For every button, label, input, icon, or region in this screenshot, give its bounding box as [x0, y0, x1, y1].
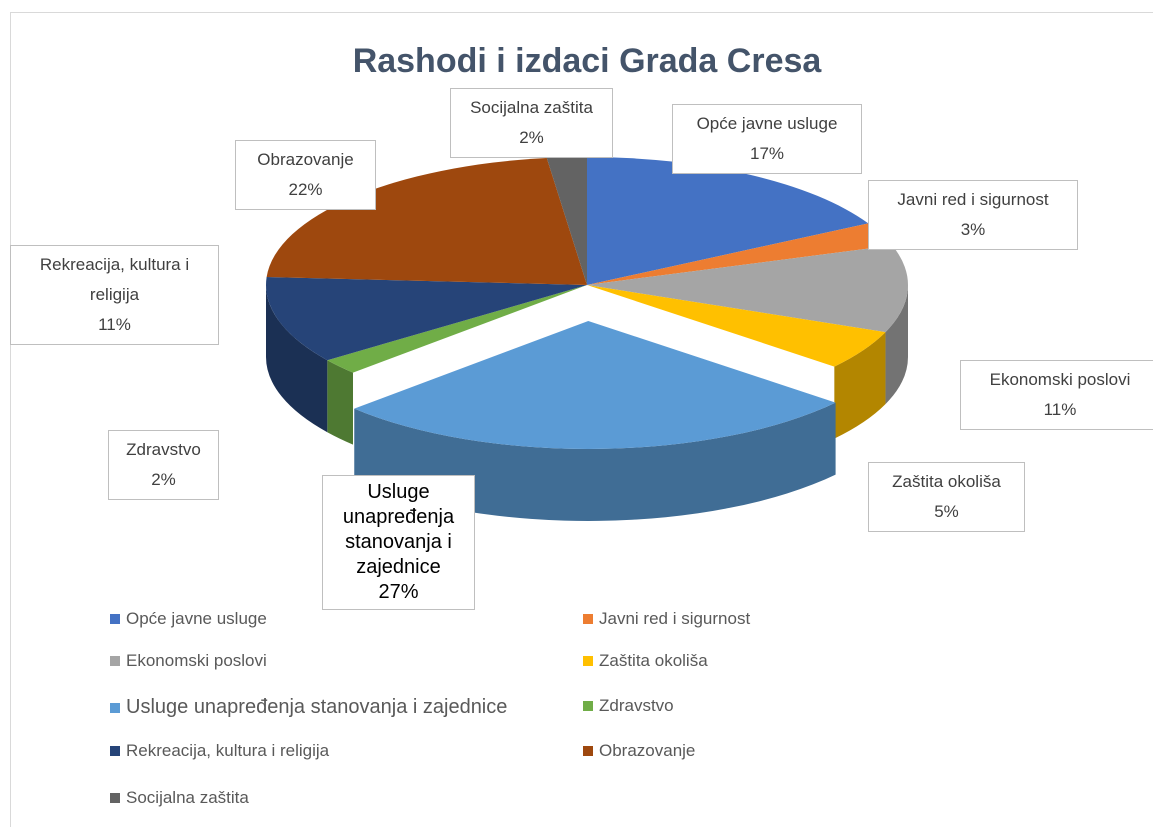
legend-swatch: [583, 614, 593, 624]
pie-slice: [266, 276, 587, 361]
data-label-value: 22%: [288, 180, 323, 199]
pie-slice-side: [834, 332, 886, 439]
legend-swatch: [110, 793, 120, 803]
data-label-name: Socijalna zaštita: [470, 98, 593, 117]
legend-label: Zaštita okoliša: [599, 651, 708, 670]
legend-label: Rekreacija, kultura i religija: [126, 741, 330, 760]
data-label-value: 11%: [1043, 400, 1077, 419]
data-label-box: Usluge unapređenja stanovanja i zajednic…: [322, 475, 475, 610]
data-label-value: 27%: [378, 581, 419, 603]
pie-slice: [587, 223, 893, 285]
data-label-box: Opće javne usluge 17%: [672, 104, 862, 174]
legend-item: Zdravstvo: [583, 696, 674, 716]
legend-label: Usluge unapređenja stanovanja i zajednic…: [126, 696, 508, 718]
data-label-box: Javni red i sigurnost 3%: [868, 180, 1078, 250]
pie-slice: [327, 285, 587, 373]
legend-label: Opće javne usluge: [126, 609, 267, 628]
data-label-name: Zaštita okoliša: [892, 472, 1001, 491]
legend-label: Zdravstvo: [599, 696, 674, 715]
data-label-name: Opće javne usluge: [696, 114, 838, 133]
legend-item: Javni red i sigurnost: [583, 609, 750, 629]
legend-label: Socijalna zaštita: [126, 788, 249, 807]
pie-slice: [587, 245, 908, 333]
legend-item: Socijalna zaštita: [110, 788, 249, 808]
legend-item: Ekonomski poslovi: [110, 651, 267, 671]
data-label-value: 2%: [151, 470, 176, 489]
legend-swatch: [583, 746, 593, 756]
chart-title: Rashodi i izdaci Grada Cresa: [353, 42, 823, 80]
legend-swatch: [110, 614, 120, 624]
pie-slice: [587, 285, 886, 367]
legend-item: Zaštita okoliša: [583, 651, 708, 671]
data-label-box: Rekreacija, kultura i religija 11%: [10, 245, 219, 345]
legend-item: Rekreacija, kultura i religija: [110, 741, 329, 761]
legend-swatch: [110, 746, 120, 756]
pie-slice-side: [885, 285, 908, 405]
data-label-value: 3%: [960, 220, 986, 239]
data-label-value: 11%: [98, 315, 131, 334]
legend-label: Ekonomski poslovi: [126, 651, 267, 670]
data-label-value: 17%: [749, 144, 785, 163]
pie-slice: [587, 157, 869, 285]
data-label-value: 2%: [519, 128, 544, 147]
chart-frame: [10, 12, 1153, 827]
data-label-name: Zdravstvo: [126, 440, 201, 459]
pie-slice: [546, 157, 587, 285]
data-label-box: Zdravstvo 2%: [108, 430, 219, 500]
data-label-name: Obrazovanje: [257, 150, 354, 169]
data-label-box: Ekonomski poslovi 11%: [960, 360, 1153, 430]
legend-item: Opće javne usluge: [110, 609, 267, 629]
data-label-name: Rekreacija, kultura i religija: [39, 255, 190, 304]
legend-swatch: [110, 702, 120, 713]
legend-swatch: [583, 701, 593, 711]
legend-item: Usluge unapređenja stanovanja i zajednic…: [110, 696, 507, 719]
legend-swatch: [583, 656, 593, 666]
data-label-name: Usluge unapređenja stanovanja i zajednic…: [342, 481, 455, 578]
data-label-box: Obrazovanje 22%: [235, 140, 376, 210]
legend-label: Javni red i sigurnost: [599, 609, 751, 628]
legend-swatch: [110, 656, 120, 666]
pie-slice-side: [266, 285, 328, 433]
legend-label: Obrazovanje: [599, 741, 696, 760]
pie-slice: [266, 158, 587, 285]
data-label-name: Javni red i sigurnost: [897, 190, 1049, 209]
data-label-value: 5%: [934, 502, 959, 521]
legend-item: Obrazovanje: [583, 741, 695, 761]
data-label-box: Zaštita okoliša 5%: [868, 462, 1025, 532]
pie-slice: [354, 320, 836, 449]
data-label-box: Socijalna zaštita 2%: [450, 88, 613, 158]
pie-slice-side: [327, 360, 354, 445]
data-label-name: Ekonomski poslovi: [989, 370, 1131, 389]
